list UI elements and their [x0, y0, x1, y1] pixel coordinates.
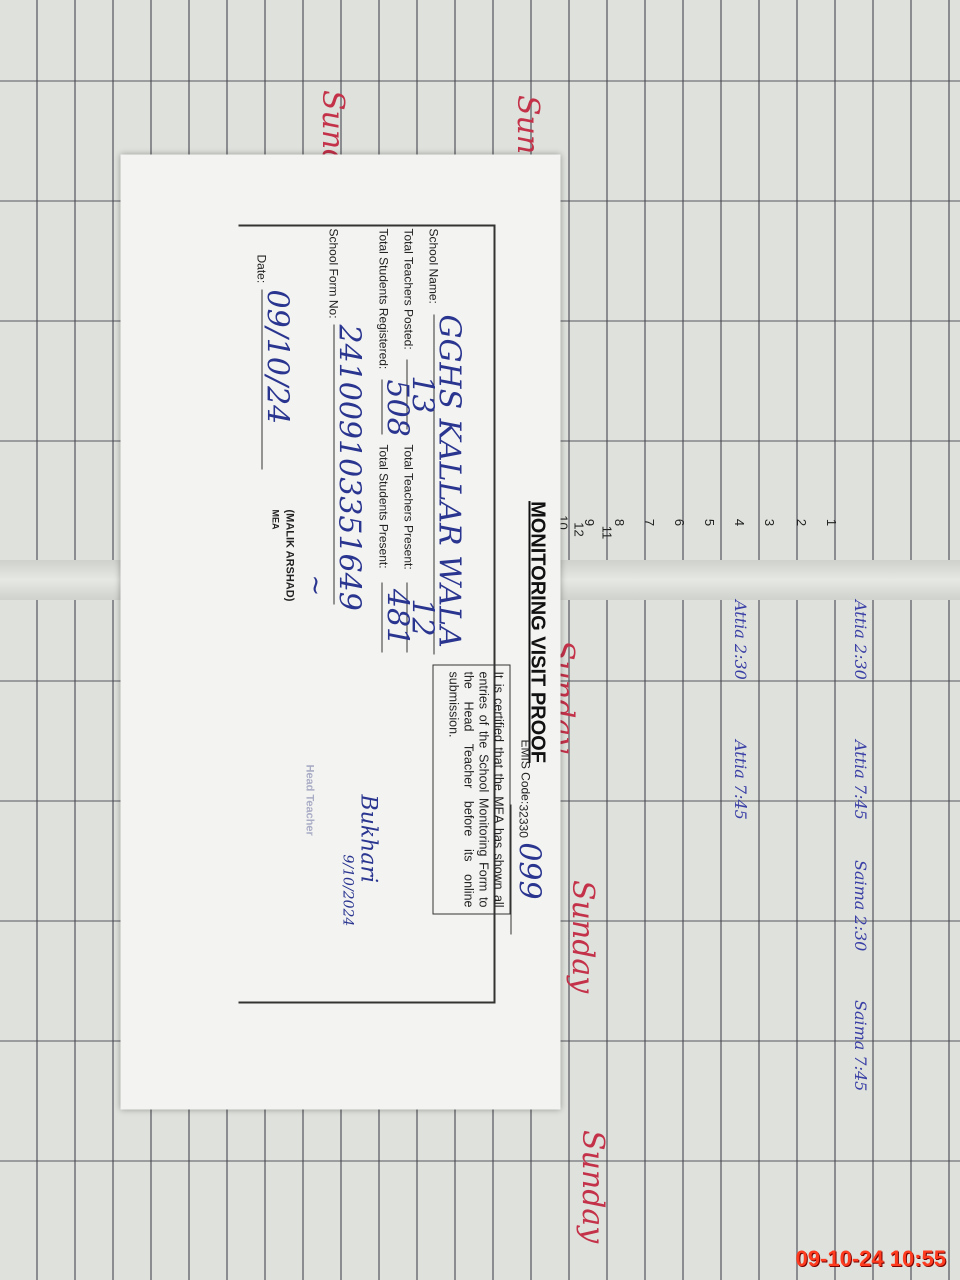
head-teacher-signature: Bukhari [355, 794, 381, 884]
certification-statement: It is certified that the MEA has shown a… [432, 664, 511, 915]
register-sunday-entry: Sunday [575, 1130, 610, 1244]
school-form-no-label: School Form No: [326, 228, 341, 319]
emis-code-handwritten: 099 [511, 842, 547, 900]
row-number: 3 [762, 518, 778, 527]
monitoring-visit-proof-slip: MONITORING VISIT PROOF School Name: GGHS… [120, 154, 561, 1110]
register-teacher-entry: Attia 2:30 [731, 600, 750, 680]
register-teacher-entry: Saima 7:45 [851, 1000, 870, 1092]
head-teacher-stamp: Head Teacher [303, 764, 316, 836]
emis-code-label: EMIS Code: [518, 739, 533, 805]
mea-role: MEA [270, 509, 281, 530]
camera-timestamp: 09-10-24 10:55 [795, 1246, 946, 1271]
row-number: 11 [599, 525, 615, 540]
date-label: Date: [254, 254, 269, 284]
mea-signature: ~ [300, 574, 331, 597]
mea-name: (MALIK ARSHAD) [283, 509, 296, 602]
students-registered-value: 508 [379, 379, 415, 437]
school-name-label: School Name: [426, 228, 441, 304]
register-sunday-entry: Sunday [565, 880, 600, 994]
row-number: 12 [571, 522, 587, 537]
row-number: 7 [642, 518, 658, 527]
row-number: 2 [794, 518, 810, 527]
slip-title: MONITORING VISIT PROOF [526, 501, 549, 763]
students-present-value: 481 [380, 582, 415, 653]
date-value: 09/10/24 [260, 289, 295, 470]
students-present-label: Total Students Present: [376, 444, 391, 569]
emis-code-printed: 32330 [516, 804, 531, 838]
register-teacher-entry: Attia 2:30 [851, 600, 870, 680]
school-form-no-value: 241009103351649 [331, 324, 367, 611]
register-teacher-entry: Attia 7:45 [731, 740, 750, 820]
row-number: 1 [824, 518, 840, 527]
teachers-posted-label: Total Teachers Posted: [401, 228, 416, 350]
row-number: 6 [672, 518, 688, 527]
register-teacher-entry: Attia 7:45 [851, 740, 870, 820]
students-registered-label: Total Students Registered: [376, 228, 391, 370]
register-teacher-entry: Saima 2:30 [851, 860, 870, 952]
teachers-present-label: Total Teachers Present: [401, 444, 416, 570]
head-teacher-sign-date: 9/10/2024 [339, 854, 356, 927]
row-number: 4 [732, 518, 748, 527]
row-number: 5 [702, 518, 718, 527]
emis-code-field: 32330 099 [510, 804, 547, 935]
row-number: 8 [612, 518, 628, 527]
